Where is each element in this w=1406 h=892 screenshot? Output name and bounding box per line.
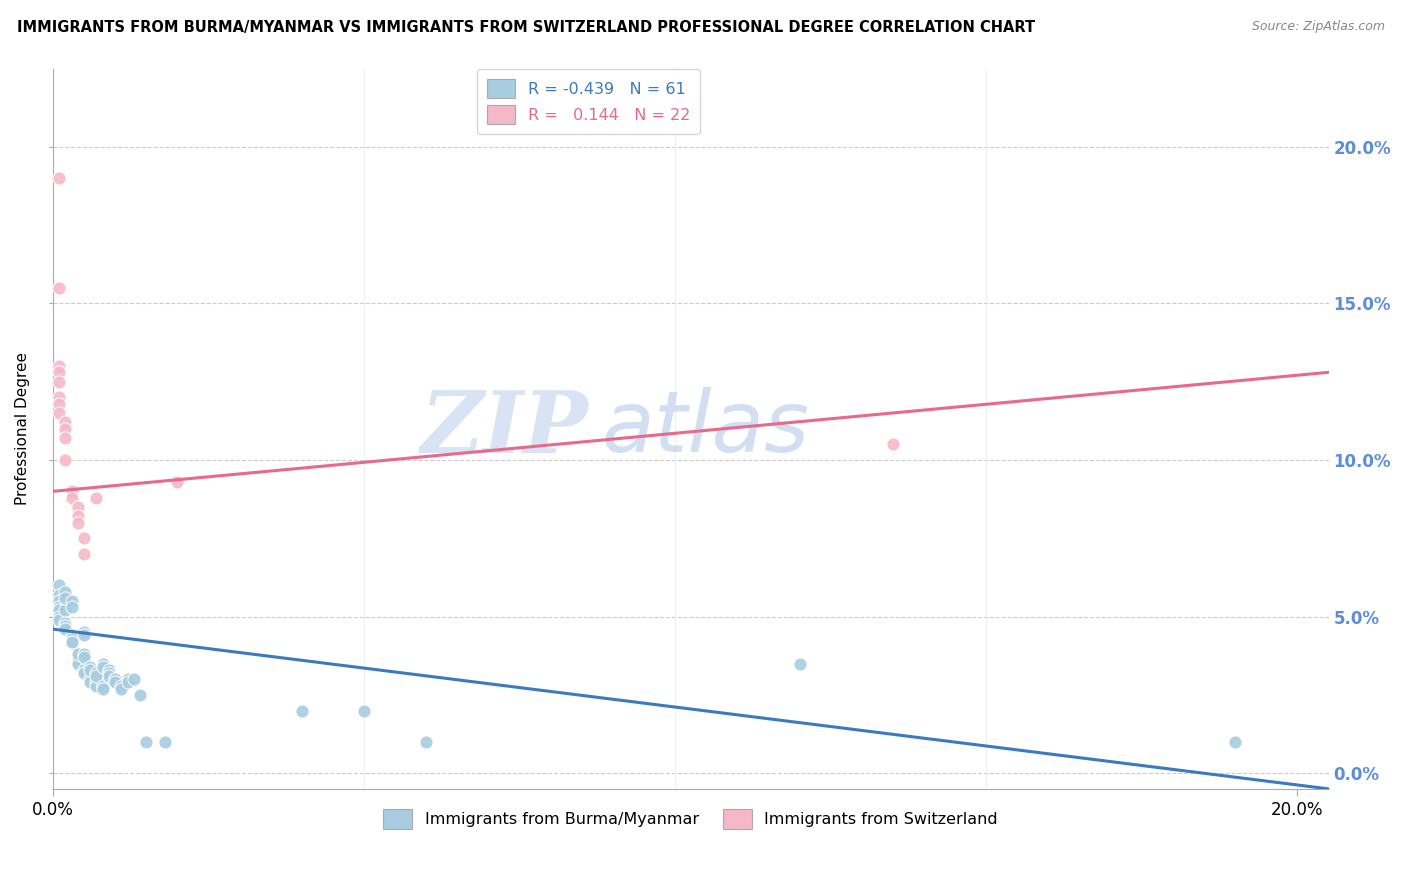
Point [48,600,70,615]
Point [91,681,114,696]
Point [79,663,101,677]
Point [66,516,89,530]
Point [60,491,83,505]
Point [97,665,120,680]
Point [97,663,120,677]
Point [60,600,83,615]
Point [882,437,904,451]
Point [53,422,76,436]
Point [291,704,314,718]
Point [53,431,76,445]
Point [53,615,76,630]
Point [73,625,96,640]
Point [86,665,108,680]
Point [104,672,127,686]
Point [166,475,188,489]
Point [73,628,96,642]
Point [48,603,70,617]
Point [73,663,96,677]
Point [48,365,70,379]
Point [48,406,70,420]
Point [53,584,76,599]
Point [48,588,70,602]
Point [66,657,89,671]
Point [60,594,83,608]
Point [73,665,96,680]
Point [117,672,139,686]
Point [73,647,96,661]
Point [53,622,76,636]
Point [79,672,101,686]
Point [48,594,70,608]
Point [153,735,176,749]
Point [48,613,70,627]
Text: Source: ZipAtlas.com: Source: ZipAtlas.com [1251,20,1385,33]
Point [117,675,139,690]
Point [353,704,375,718]
Point [104,675,127,690]
Point [79,659,101,673]
Point [129,688,152,702]
Point [110,679,132,693]
Point [789,657,811,671]
Point [60,632,83,646]
Point [86,669,108,683]
Point [60,628,83,642]
Point [66,650,89,665]
Point [104,672,127,686]
Point [48,397,70,411]
Point [91,679,114,693]
Point [53,453,76,467]
Point [86,679,108,693]
Point [53,603,76,617]
Point [53,591,76,605]
Point [66,653,89,667]
Point [97,669,120,683]
Point [66,647,89,661]
Point [60,484,83,499]
Point [48,281,70,295]
Point [48,359,70,373]
Point [48,390,70,404]
Point [66,509,89,524]
Point [86,675,108,690]
Point [73,547,96,561]
Legend: Immigrants from Burma/Myanmar, Immigrants from Switzerland: Immigrants from Burma/Myanmar, Immigrant… [377,803,1004,835]
Point [48,578,70,592]
Point [48,375,70,389]
Point [110,681,132,696]
Point [60,634,83,648]
Point [79,675,101,690]
Point [91,657,114,671]
Point [48,609,70,624]
Point [60,634,83,648]
Point [415,735,437,749]
Point [1225,735,1247,749]
Point [73,650,96,665]
Y-axis label: Professional Degree: Professional Degree [15,352,30,505]
Point [66,647,89,661]
Point [73,531,96,545]
Point [53,416,76,430]
Point [86,491,108,505]
Point [91,659,114,673]
Point [135,735,157,749]
Point [48,171,70,186]
Text: ZIP: ZIP [420,387,589,470]
Text: atlas: atlas [602,387,810,470]
Point [66,500,89,514]
Text: IMMIGRANTS FROM BURMA/MYANMAR VS IMMIGRANTS FROM SWITZERLAND PROFESSIONAL DEGREE: IMMIGRANTS FROM BURMA/MYANMAR VS IMMIGRA… [17,20,1035,35]
Point [122,672,145,686]
Point [53,619,76,633]
